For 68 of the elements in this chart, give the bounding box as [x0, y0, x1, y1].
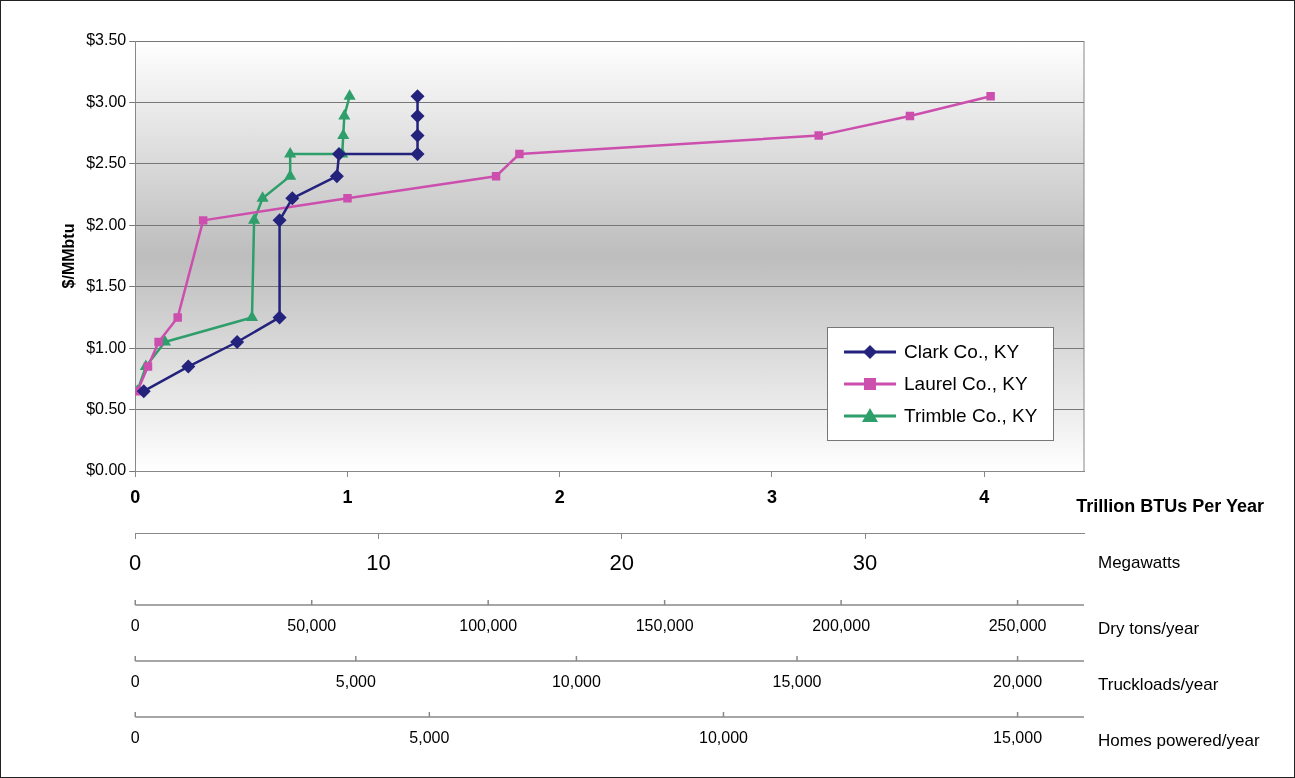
- point: [285, 191, 300, 206]
- point: [343, 89, 356, 100]
- legend-label: Laurel Co., KY: [904, 373, 1028, 395]
- legend-label: Clark Co., KY: [904, 341, 1020, 363]
- point: [986, 92, 995, 101]
- x-axis-title: Trillion BTUs Per Year: [1076, 495, 1264, 516]
- text: 15,000: [772, 673, 822, 691]
- text: 15,000: [993, 729, 1043, 747]
- text: 50,000: [287, 617, 337, 635]
- point: [198, 216, 208, 225]
- point: [248, 213, 261, 224]
- text: Dry tons/year: [1098, 618, 1200, 638]
- y-tick-label: $1.00: [86, 338, 127, 356]
- y-tick-label: $1.50: [86, 277, 127, 295]
- point: [410, 108, 425, 123]
- point: [332, 147, 346, 162]
- x-tick-label: 3: [766, 486, 777, 507]
- text: 0: [130, 729, 140, 747]
- point: [410, 147, 425, 162]
- point: [410, 89, 425, 104]
- text: Truckloads/year: [1098, 674, 1219, 694]
- text: 250,000: [988, 617, 1047, 635]
- point: [337, 128, 350, 140]
- y-tick-label: $2.50: [86, 154, 127, 172]
- y-tick-label: $0.00: [86, 461, 127, 479]
- text: 10,000: [551, 673, 601, 691]
- y-axis-title: $/MMbtu: [60, 223, 78, 289]
- x-tick-label: 1: [342, 486, 353, 507]
- x-tick-label: 0: [130, 486, 141, 507]
- legend-label: Trimble Co., KY: [904, 405, 1038, 427]
- point: [515, 149, 524, 159]
- text: 20,000: [993, 673, 1043, 691]
- text: Homes powered/year: [1098, 730, 1260, 750]
- text: 5,000: [335, 673, 376, 691]
- point: [245, 310, 259, 321]
- point: [256, 191, 269, 202]
- point: [814, 131, 823, 140]
- point: [272, 213, 287, 228]
- x2-tick-label: 30: [852, 550, 878, 576]
- point: [272, 310, 287, 325]
- y-tick-label: $3.50: [86, 31, 127, 49]
- point: [143, 362, 153, 371]
- text: 0: [130, 617, 140, 635]
- point: [136, 384, 151, 399]
- point: [410, 128, 425, 143]
- text: 0: [130, 673, 140, 691]
- x-tick-label: 4: [979, 486, 990, 507]
- text: 5,000: [409, 729, 450, 747]
- point: [284, 147, 297, 158]
- x2-tick-label: 10: [366, 550, 391, 576]
- point: [338, 108, 351, 120]
- point: [173, 313, 182, 322]
- point: [154, 337, 163, 347]
- text: 200,000: [812, 617, 871, 635]
- text: 10,000: [699, 729, 749, 747]
- point: [181, 359, 196, 374]
- x2-tick-label: 20: [609, 550, 635, 576]
- x2-axis-title: Megawatts: [1098, 552, 1181, 572]
- x-tick-label: 2: [554, 486, 565, 507]
- text: 100,000: [459, 617, 518, 635]
- point: [230, 335, 245, 349]
- x2-tick-label: 0: [129, 550, 142, 576]
- text: 150,000: [635, 617, 694, 635]
- point: [329, 169, 344, 184]
- y-tick-label: $0.50: [86, 399, 127, 417]
- y-tick-label: $2.00: [86, 215, 127, 233]
- y-tick-label: $3.00: [86, 92, 127, 110]
- point: [343, 194, 352, 203]
